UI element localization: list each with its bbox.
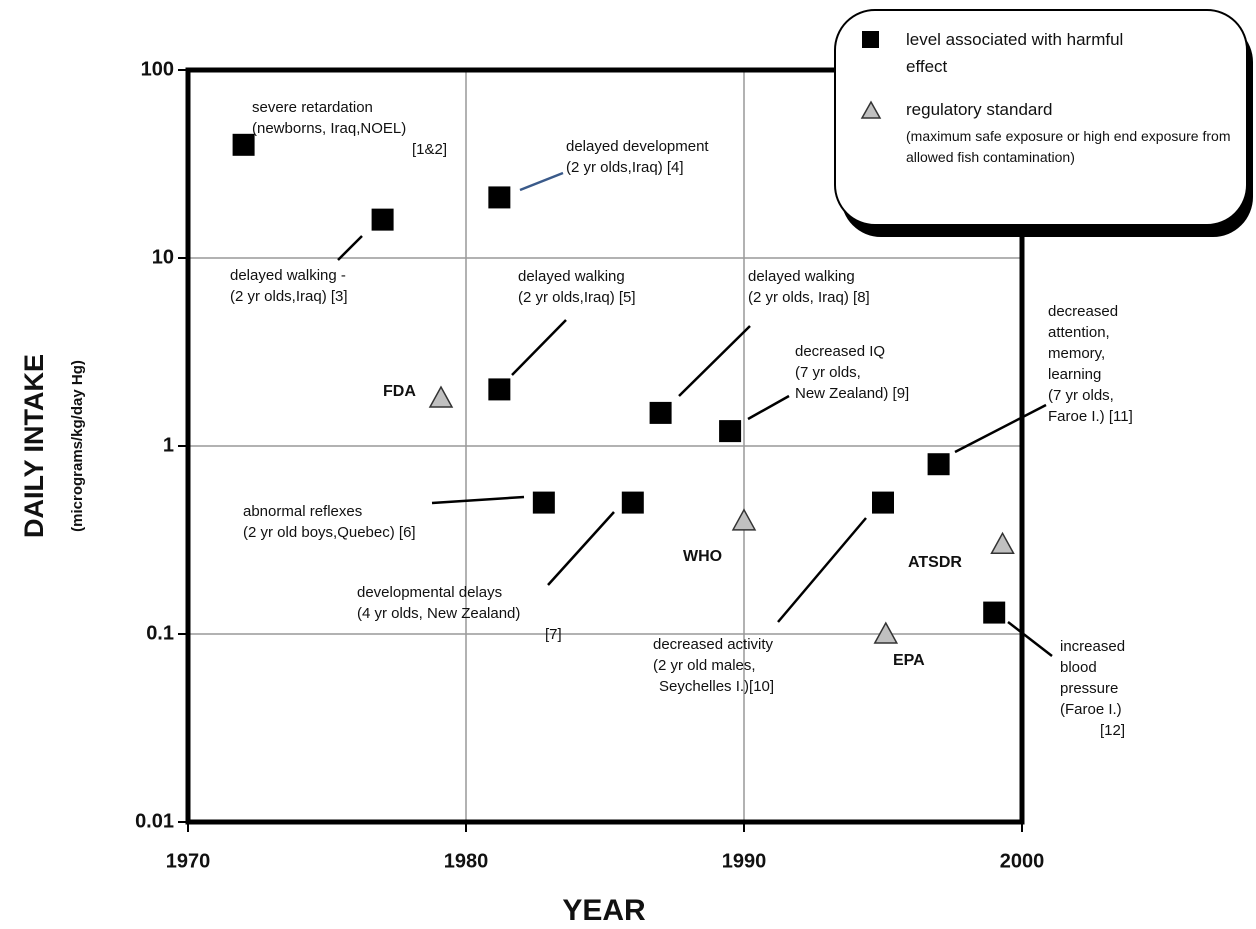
point-label: ATSDR <box>908 554 962 571</box>
data-point <box>649 401 672 424</box>
x-tick-label: 2000 <box>1000 850 1045 872</box>
annotation: delayed walking <box>748 268 855 285</box>
point-label: EPA <box>893 652 925 669</box>
annotation: (2 yr olds,Iraq) [3] <box>230 288 348 305</box>
data-point <box>990 531 1015 555</box>
data-point <box>719 420 742 443</box>
y-tick-label: 0.01 <box>135 810 174 832</box>
x-axis-title: YEAR <box>562 894 646 927</box>
annotation: (7 yr olds, <box>1048 387 1114 404</box>
y-tick-label: 10 <box>152 246 174 268</box>
annotation: (7 yr olds, <box>795 364 861 381</box>
data-point <box>621 491 644 514</box>
y-axis-subtitle: (micrograms/kg/day Hg) <box>69 360 86 532</box>
annotation: severe retardation <box>252 99 373 116</box>
annotation: decreased IQ <box>795 343 885 360</box>
annotation: Seychelles I.)[10] <box>659 678 774 695</box>
legend-marker <box>862 31 879 48</box>
annotation: (newborns, Iraq,NOEL) <box>252 120 406 137</box>
data-point <box>927 453 950 476</box>
annotation: decreased activity <box>653 636 774 653</box>
legend-label: regulatory standard <box>906 100 1053 119</box>
data-point <box>371 208 394 231</box>
annotation: [12] <box>1100 722 1125 739</box>
data-point <box>232 133 255 156</box>
annotation: (2 yr old boys,Quebec) [6] <box>243 524 416 541</box>
leader-line <box>547 511 615 586</box>
annotation: attention, <box>1048 324 1110 341</box>
annotation: decreased <box>1048 303 1118 320</box>
annotation: delayed walking <box>518 268 625 285</box>
annotation: abnormal reflexes <box>243 503 362 520</box>
annotation: (2 yr old males, <box>653 657 756 674</box>
annotation: developmental delays <box>357 584 502 601</box>
leader-line <box>1007 621 1053 657</box>
annotation: (Faroe I.) <box>1060 701 1122 718</box>
leader-line <box>519 171 564 192</box>
legend-note: (maximum safe exposure or high end expos… <box>906 128 1231 165</box>
leader-line <box>678 325 751 397</box>
data-point <box>428 385 454 408</box>
annotation: delayed development <box>566 138 709 155</box>
plot-frame <box>185 67 1025 825</box>
point-label: WHO <box>683 548 722 565</box>
data-point <box>488 378 511 401</box>
point-label: FDA <box>383 383 416 400</box>
annotation: (2 yr olds,Iraq) [4] <box>566 159 684 176</box>
data-point <box>873 621 899 644</box>
annotation: [1&2] <box>412 141 447 158</box>
data-point <box>983 601 1006 624</box>
data-point <box>731 508 757 531</box>
annotation: memory, <box>1048 345 1105 362</box>
annotation: (2 yr olds,Iraq) [5] <box>518 289 636 306</box>
data-point <box>872 491 894 514</box>
x-tick-label: 1990 <box>722 850 767 872</box>
leader-line <box>431 495 525 505</box>
annotation: [7] <box>545 626 562 643</box>
leader-line <box>954 403 1047 454</box>
y-tick-label: 0.1 <box>146 622 174 644</box>
data-point <box>532 491 555 514</box>
y-tick-label: 100 <box>141 58 174 80</box>
annotation: New Zealand) [9] <box>795 385 909 402</box>
legend-note: (maximum safe exposure or high end expos… <box>906 128 1231 165</box>
leader-line <box>337 235 363 261</box>
annotation: Faroe I.) [11] <box>1048 408 1133 425</box>
annotation: increased <box>1060 638 1125 655</box>
annotation: learning <box>1048 366 1101 383</box>
x-tick-label: 1980 <box>444 850 489 872</box>
annotation: (2 yr olds, Iraq) [8] <box>748 289 870 306</box>
legend-label: level associated with harmful effect <box>906 30 1124 76</box>
y-axis-title: DAILY INTAKE <box>19 354 49 538</box>
legend-marker <box>860 100 882 119</box>
annotation: (4 yr olds, New Zealand) <box>357 605 520 622</box>
leader-line <box>747 394 790 421</box>
annotation: delayed walking - <box>230 267 346 284</box>
annotation: blood <box>1060 659 1097 676</box>
leader-line <box>511 319 567 376</box>
legend-box <box>834 9 1248 226</box>
legend-label: level associated with harmful effect <box>906 30 1124 76</box>
x-tick-label: 1970 <box>166 850 211 872</box>
legend-label: regulatory standard <box>906 100 1053 119</box>
y-tick-label: 1 <box>163 434 174 456</box>
leader-line <box>777 517 867 623</box>
data-point <box>488 186 511 209</box>
annotation: pressure <box>1060 680 1118 697</box>
